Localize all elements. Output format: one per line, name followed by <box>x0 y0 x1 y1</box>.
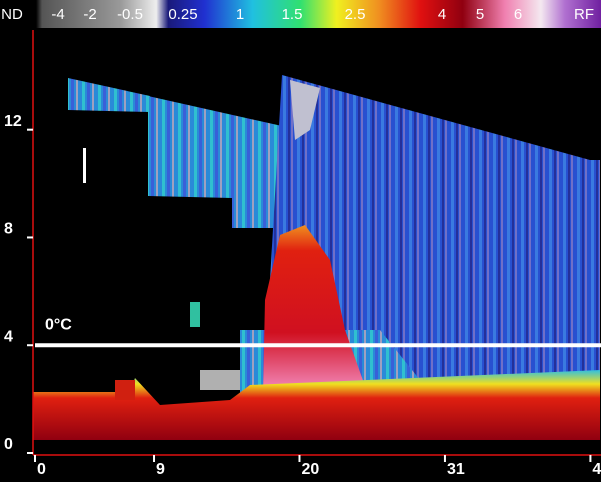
colorbar-label: 2.5 <box>345 6 366 23</box>
y-tick-label: 8 <box>4 221 13 238</box>
y-tick-label: 4 <box>4 328 13 345</box>
colorbar-label: 6 <box>514 6 522 23</box>
x-tick-label: 42 <box>592 461 601 478</box>
colorbar-label: 5 <box>476 6 484 23</box>
radar-field <box>33 75 600 440</box>
x-tick-label: 0 <box>37 461 46 478</box>
colorbar-label: 0.25 <box>168 6 197 23</box>
colorbar-label: -2 <box>83 6 96 23</box>
colorbar: ND -4 -2 -0.5 0.25 1 1.5 2.5 4 5 6 RF <box>0 0 601 28</box>
freezing-level-label: 0°C <box>45 316 72 333</box>
y-tick-label: 12 <box>4 113 22 130</box>
x-tick-label: 31 <box>447 461 465 478</box>
x-tick-label: 9 <box>156 461 165 478</box>
y-tick-label: 0 <box>4 436 13 453</box>
colorbar-label: ND <box>1 6 23 23</box>
colorbar-label: RF <box>574 6 594 23</box>
colorbar-label: -4 <box>51 6 64 23</box>
colorbar-label: 4 <box>438 6 446 23</box>
colorbar-label: 1.5 <box>282 6 303 23</box>
colorbar-label: 1 <box>236 6 244 23</box>
x-tick-label: 20 <box>301 461 319 478</box>
chart: ND -4 -2 -0.5 0.25 1 1.5 2.5 4 5 6 RF 0 4 8 12 0 9 20 31 42… <box>0 0 601 482</box>
colorbar-label: -0.5 <box>117 6 143 23</box>
